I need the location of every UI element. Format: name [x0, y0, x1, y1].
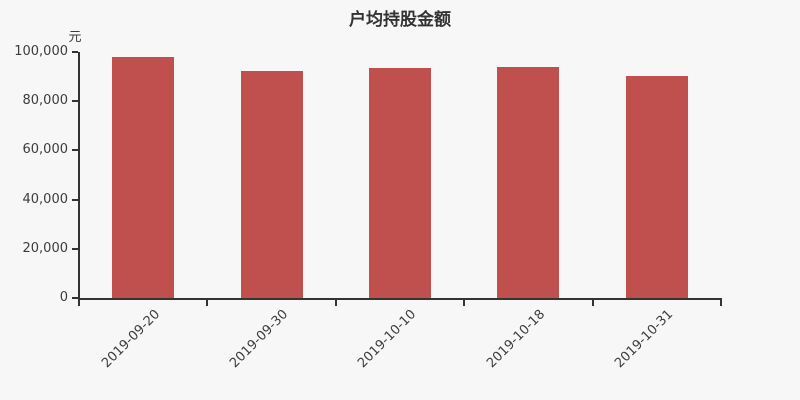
y-tick-label: 40,000 [22, 191, 69, 207]
x-tick-mark [206, 300, 209, 306]
x-tick-label: 2019-09-20 [98, 307, 163, 372]
y-axis-line [78, 52, 80, 300]
y-tick-mark [72, 51, 78, 53]
x-tick-label: 2019-10-10 [355, 307, 420, 372]
y-tick-label: 80,000 [22, 93, 69, 109]
chart-title: 户均持股金额 [349, 10, 451, 30]
y-tick-mark [72, 297, 78, 299]
y-tick-mark [72, 247, 78, 250]
bar-2019-10-10 [369, 68, 431, 298]
y-tick-mark [72, 149, 78, 152]
x-tick-mark [463, 300, 466, 306]
bar-2019-10-31 [625, 75, 688, 298]
x-tick-mark [720, 300, 722, 306]
bar-2019-10-18 [497, 66, 560, 298]
y-axis-unit-label: 元 [68, 30, 82, 45]
y-tick-label: 20,000 [22, 240, 69, 256]
y-tick-label: 100,000 [14, 44, 68, 59]
bar-2019-09-30 [240, 71, 303, 298]
y-tick-label: 60,000 [22, 142, 69, 158]
x-tick-mark [334, 300, 337, 306]
x-tick-label: 2019-10-31 [612, 307, 677, 372]
y-tick-mark [72, 198, 78, 201]
x-tick-label: 2019-09-30 [227, 307, 292, 372]
x-tick-mark [78, 300, 80, 306]
y-tick-mark [72, 100, 78, 103]
bar-2019-09-20 [112, 57, 175, 298]
x-tick-label: 2019-10-18 [483, 307, 549, 372]
x-axis-line [78, 298, 722, 300]
x-tick-mark [591, 300, 594, 306]
y-tick-label: 0 [59, 290, 68, 305]
